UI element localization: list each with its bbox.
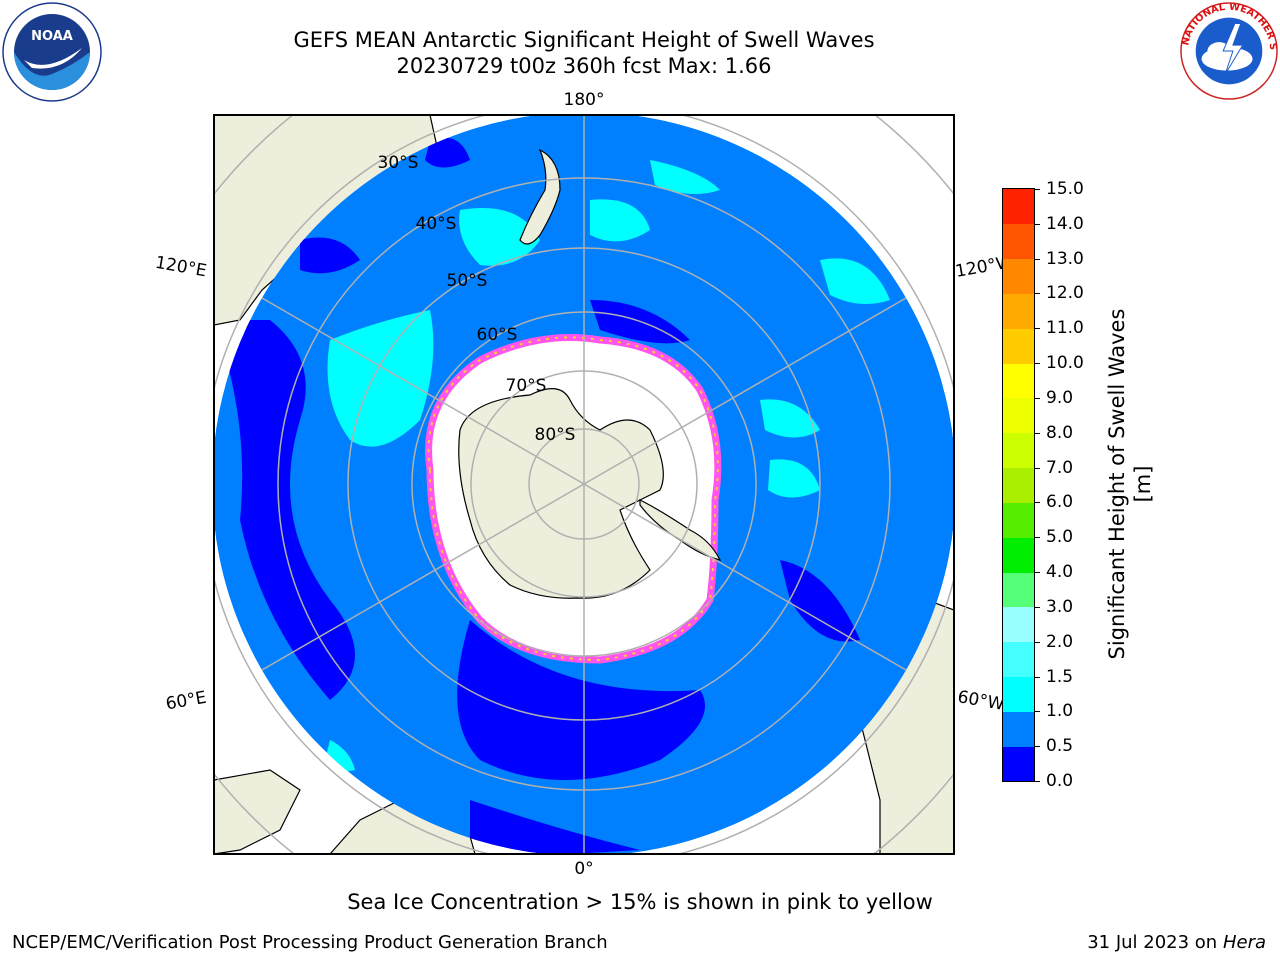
colorbar-segment: [1003, 537, 1034, 573]
new-zealand-land: [519, 148, 561, 245]
colorbar-tick: [1034, 746, 1040, 748]
colorbar-segment: [1003, 328, 1034, 364]
colorbar-tick-label: 9.0: [1046, 387, 1074, 408]
chart-title-line2: 20230729 t00z 360h fcst Max: 1.66: [396, 54, 772, 78]
colorbar-tick: [1034, 293, 1040, 295]
colorbar-tick-label: 5.0: [1046, 527, 1074, 548]
colorbar-segment: [1003, 711, 1034, 747]
colorbar-tick: [1034, 363, 1040, 365]
lon-label-60e: 60°E: [164, 688, 208, 715]
colorbar-tick: [1034, 467, 1040, 469]
colorbar-tick-label: 14.0: [1046, 213, 1084, 234]
colorbar-segment: [1003, 467, 1034, 503]
colorbar-tick: [1034, 537, 1040, 539]
colorbar-segment: [1003, 189, 1034, 225]
sea-ice-note: Sea Ice Concentration > 15% is shown in …: [347, 890, 933, 914]
colorbar-segment: [1003, 502, 1034, 538]
noaa-logo: NOAA: [2, 2, 102, 102]
svg-text:NOAA: NOAA: [31, 29, 73, 44]
colorbar-tick-label: 8.0: [1046, 422, 1074, 443]
colorbar-tick-label: 12.0: [1046, 283, 1084, 304]
colorbar-segment: [1003, 572, 1034, 608]
colorbar-segment: [1003, 606, 1034, 643]
colorbar-tick-label: 15.0: [1046, 179, 1084, 199]
colorbar-tick-label: 13.0: [1046, 248, 1084, 269]
colorbar-segment: [1003, 676, 1034, 712]
colorbar-tick-label: 11.0: [1046, 318, 1084, 339]
colorbar-tick-label: 6.0: [1046, 492, 1074, 513]
colorbar-label: Significant Height of Swell Waves [m]: [1105, 308, 1155, 660]
colorbar-tick: [1034, 258, 1040, 260]
lat-label-50s: 50°S: [447, 271, 488, 291]
colorbar-segment: [1003, 746, 1034, 782]
colorbar-segment: [1003, 258, 1034, 294]
colorbar-segment: [1003, 293, 1034, 329]
colorbar-tick: [1034, 572, 1040, 574]
colorbar-tick-label: 2.0: [1046, 631, 1074, 652]
colorbar-tick-label: 0.0: [1046, 771, 1074, 791]
lat-label-80s: 80°S: [535, 425, 576, 445]
colorbar-tick: [1034, 432, 1040, 434]
colorbar-tick: [1034, 502, 1040, 504]
lat-label-30s: 30°S: [378, 153, 419, 173]
chart-title-line1: GEFS MEAN Antarctic Significant Height o…: [293, 28, 875, 52]
colorbar-tick-label: 10.0: [1046, 353, 1084, 374]
colorbar-tick: [1034, 223, 1040, 225]
colorbar-tick-label: 1.0: [1046, 701, 1074, 722]
machine-name: Hera: [1222, 932, 1266, 953]
colorbar-tick-label: 1.5: [1046, 666, 1074, 687]
colorbar-tick-label: 3.0: [1046, 596, 1074, 617]
nws-logo: NATIONAL WEATHER SERVICE: [1180, 2, 1278, 100]
colorbar-tick: [1034, 711, 1040, 713]
colorbar-tick: [1034, 189, 1040, 190]
colorbar-segment: [1003, 363, 1034, 399]
colorbar-segment: [1003, 223, 1034, 260]
lat-label-40s: 40°S: [416, 214, 457, 234]
colorbar-segment: [1003, 432, 1034, 469]
colorbar: [1002, 188, 1035, 782]
lon-label-60w: 60°W: [956, 687, 1006, 715]
colorbar-tick: [1034, 606, 1040, 608]
lon-label-0: 0°: [574, 859, 593, 879]
colorbar-tick: [1034, 328, 1040, 330]
lat-label-70s: 70°S: [506, 376, 547, 396]
lon-label-120e: 120°E: [154, 253, 208, 282]
map-frame: [213, 114, 955, 855]
colorbar-tick-label: 7.0: [1046, 457, 1074, 478]
colorbar-tick: [1034, 397, 1040, 399]
colorbar-tick: [1034, 781, 1040, 782]
colorbar-segment: [1003, 397, 1034, 434]
date-text: 31 Jul 2023 on: [1087, 932, 1218, 953]
date-stamp: 31 Jul 2023 on Hera: [1087, 932, 1266, 953]
lon-label-180: 180°: [564, 90, 605, 110]
colorbar-tick: [1034, 676, 1040, 678]
colorbar-segment: [1003, 641, 1034, 678]
colorbar-tick-label: 4.0: [1046, 562, 1074, 583]
credit-text: NCEP/EMC/Verification Post Processing Pr…: [12, 932, 608, 953]
graticule: [214, 115, 954, 854]
lat-label-60s: 60°S: [477, 325, 518, 345]
colorbar-tick-label: 0.5: [1046, 736, 1074, 757]
colorbar-tick: [1034, 641, 1040, 643]
